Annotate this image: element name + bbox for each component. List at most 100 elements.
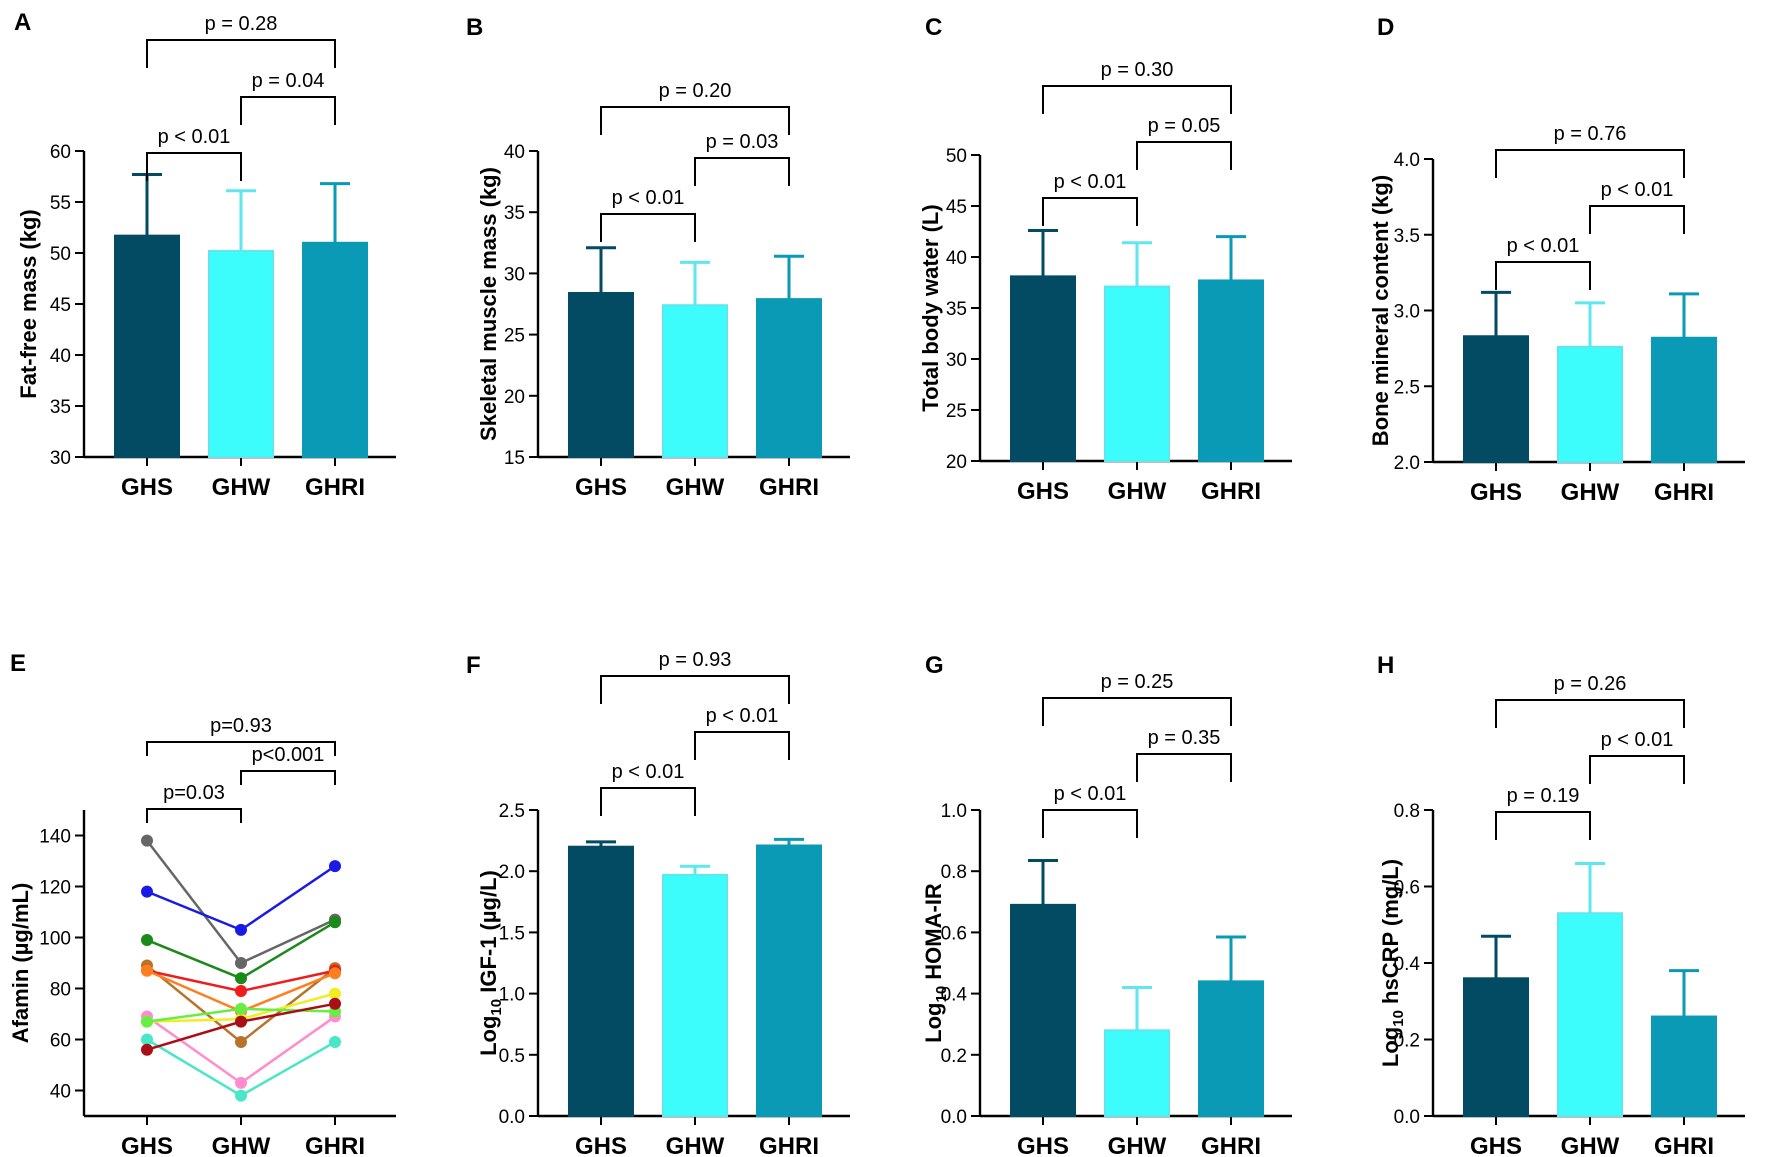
x-tick-label: GHRI xyxy=(1654,479,1714,506)
series-point xyxy=(141,885,153,898)
bar-ghs xyxy=(1463,977,1529,1117)
x-tick-label: GHRI xyxy=(759,474,819,501)
significance-bracket xyxy=(146,39,336,68)
y-tick-label: 0.0 xyxy=(499,1107,525,1128)
y-tick-label: 0.2 xyxy=(941,1046,967,1067)
panel-label: E xyxy=(10,650,26,677)
p-value-label: p = 0.04 xyxy=(252,70,325,92)
y-axis-label: Skeletal muscle mass (kg) xyxy=(476,167,501,441)
p-value-label: p < 0.01 xyxy=(706,705,779,727)
y-tick-label: 1.0 xyxy=(499,985,525,1006)
y-tick-label: 30 xyxy=(50,448,71,469)
y-tick-label: 2.5 xyxy=(499,801,525,822)
y-tick-label: 0.8 xyxy=(1394,801,1420,822)
bar-ghs xyxy=(568,845,634,1117)
y-tick-label: 35 xyxy=(504,203,525,224)
x-tick-label: GHRI xyxy=(1201,478,1261,505)
significance-bracket xyxy=(1589,205,1685,234)
y-tick-label: 0.6 xyxy=(941,923,967,944)
y-tick-label: 40 xyxy=(504,142,525,163)
series-point xyxy=(329,967,341,980)
panel-g: G 0.0 0.2 0.4 0.6 0.8 1.0 GHS GHW GHRI Log10 HOMA-… xyxy=(921,652,1292,1157)
panel-d: D 2.0 2.5 3.0 3.5 4.0 GHS GHW GHRI Bone mineral c… xyxy=(1368,14,1745,506)
y-tick-label: 0.2 xyxy=(1394,1031,1420,1052)
x-tick-label: GHS xyxy=(1470,1133,1522,1157)
bar-ghri xyxy=(1198,980,1264,1117)
series-point xyxy=(141,934,153,947)
x-tick-label: GHS xyxy=(121,1133,173,1157)
significance-bracket xyxy=(1495,811,1591,840)
panel-a: A 30 35 40 45 50 55 60 GHS GHW GHRI Fat-free mass (… xyxy=(14,9,396,501)
x-tick-label: GHRI xyxy=(305,474,365,501)
series-point xyxy=(235,1015,247,1028)
p-value-label: p < 0.01 xyxy=(1054,171,1127,193)
p-value-label: p < 0.01 xyxy=(1054,783,1127,805)
y-axis-label: Afamin (µg/mL) xyxy=(8,883,33,1044)
panel-label: A xyxy=(14,9,31,36)
p-value-label: p = 0.03 xyxy=(706,131,779,153)
series-point xyxy=(235,923,247,936)
panel-e: E 40 60 80 100 120 140 GHS GHW GHRI Afamin (µg/mL)… xyxy=(8,650,396,1157)
y-tick-label: 80 xyxy=(50,980,71,1001)
bar-ghw xyxy=(1104,285,1170,462)
p-value-label: p < 0.01 xyxy=(612,761,685,783)
bar-ghri xyxy=(302,241,368,458)
significance-bracket xyxy=(240,96,336,125)
y-tick-label: 140 xyxy=(39,827,71,848)
y-tick-label: 3.0 xyxy=(1394,302,1420,323)
bar-ghw xyxy=(662,873,728,1118)
x-tick-label: GHW xyxy=(1561,1133,1620,1157)
y-tick-label: 0.6 xyxy=(1394,878,1420,899)
y-tick-label: 2.0 xyxy=(1394,453,1420,474)
y-axis-label: Total body water (L) xyxy=(918,204,943,411)
x-tick-label: GHW xyxy=(212,474,271,501)
y-tick-label: 35 xyxy=(946,299,967,320)
y-axis-label: Fat-free mass (kg) xyxy=(16,209,41,399)
bar-ghri xyxy=(756,844,822,1117)
series-point xyxy=(235,985,247,998)
series-point xyxy=(329,860,341,873)
y-axis-label: Log10 HOMA-IR xyxy=(921,883,950,1043)
significance-bracket xyxy=(1495,261,1591,290)
p-value-label: p = 0.26 xyxy=(1554,673,1627,695)
p-value-label: p = 0.35 xyxy=(1148,727,1221,749)
significance-bracket xyxy=(600,106,790,135)
y-tick-label: 50 xyxy=(946,146,967,167)
significance-bracket xyxy=(1495,149,1685,178)
series-point xyxy=(141,834,153,847)
bar-ghs xyxy=(1463,335,1529,464)
p-value-label: p = 0.30 xyxy=(1101,59,1174,81)
significance-bracket xyxy=(1136,141,1232,170)
bar-ghri xyxy=(1651,1015,1717,1117)
p-value-label: p = 0.76 xyxy=(1554,123,1627,145)
panel-c: C 20 25 30 35 40 45 50 GHS GHW GHRI Total body wate… xyxy=(918,14,1292,505)
p-value-label: p = 0.20 xyxy=(659,80,732,102)
y-tick-label: 50 xyxy=(50,244,71,265)
p-value-label: p < 0.01 xyxy=(1601,729,1674,751)
panel-label: F xyxy=(466,652,481,679)
series-point xyxy=(141,1043,153,1056)
x-tick-label: GHW xyxy=(666,1133,725,1157)
bar-ghri xyxy=(756,298,822,458)
p-value-label: p < 0.01 xyxy=(1601,179,1674,201)
y-tick-label: 20 xyxy=(946,452,967,473)
significance-bracket xyxy=(1136,753,1232,782)
y-tick-label: 40 xyxy=(946,248,967,269)
significance-bracket xyxy=(1589,755,1685,784)
bar-ghs xyxy=(1010,903,1076,1117)
panel-f: F 0.0 0.5 1.0 1.5 2.0 2.5 GHS GHW GHRI Log10 IGF-1… xyxy=(466,649,850,1157)
x-tick-label: GHS xyxy=(1470,479,1522,506)
y-axis-label: Bone mineral content (kg) xyxy=(1368,175,1393,446)
p-value-label: p < 0.01 xyxy=(612,187,685,209)
panel-label: G xyxy=(925,652,944,679)
p-value-label: p = 0.93 xyxy=(659,649,732,671)
significance-bracket xyxy=(1042,85,1232,114)
bar-ghri xyxy=(1651,336,1717,463)
bar-ghs xyxy=(568,291,634,459)
y-tick-label: 30 xyxy=(504,264,525,285)
panel-label: D xyxy=(1377,14,1394,41)
y-tick-label: 0.4 xyxy=(941,985,968,1006)
y-tick-label: 0.5 xyxy=(499,1046,525,1067)
